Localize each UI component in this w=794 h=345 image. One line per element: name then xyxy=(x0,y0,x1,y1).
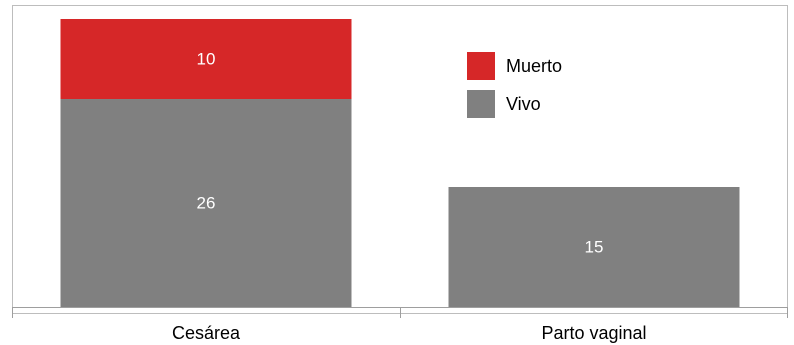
legend-swatch-muerto xyxy=(467,52,495,80)
data-label-cesarea-muerto: 10 xyxy=(197,50,216,69)
x-axis xyxy=(12,307,788,318)
category-label-cesarea: Cesárea xyxy=(172,323,241,343)
category-label-parto-vaginal: Parto vaginal xyxy=(541,323,646,343)
bar-labels-group: 26 10 15 xyxy=(197,50,604,257)
legend-label-vivo: Vivo xyxy=(506,94,541,114)
bars-group xyxy=(60,19,740,307)
data-label-cesarea-vivo: 26 xyxy=(197,194,216,213)
bar-cesarea-vivo xyxy=(60,99,352,307)
legend: Muerto Vivo xyxy=(467,52,562,118)
category-labels-group: Cesárea Parto vaginal xyxy=(172,323,647,343)
bar-cesarea-muerto xyxy=(60,19,352,99)
legend-label-muerto: Muerto xyxy=(506,56,562,76)
bar-parto-vaginal-vivo xyxy=(448,187,740,307)
data-label-parto-vaginal-vivo: 15 xyxy=(585,238,604,257)
legend-swatch-vivo xyxy=(467,90,495,118)
